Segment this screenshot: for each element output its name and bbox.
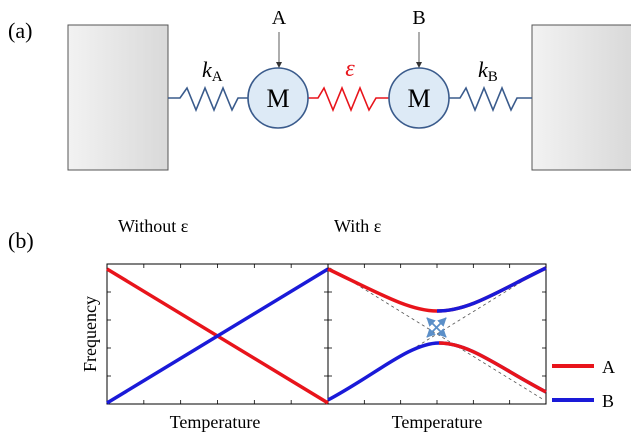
panel-a-label: (a) xyxy=(8,18,32,43)
left-series-b-line xyxy=(106,267,329,405)
pointer-a-arrowhead xyxy=(276,62,282,68)
right-lower-branch-red xyxy=(438,341,547,394)
mass-b-label: M xyxy=(407,84,430,113)
left-x-axis-label: Temperature xyxy=(170,412,261,432)
spring-epsilon xyxy=(308,85,390,113)
axis-ticks xyxy=(107,264,546,404)
right-plot-title: With ε xyxy=(334,216,382,236)
pointer-b-label: B xyxy=(412,7,425,29)
spring-kA-label: kA xyxy=(202,57,223,85)
spring-kB-label: kB xyxy=(478,57,498,85)
spring-kB xyxy=(449,85,532,113)
panel-b-label: (b) xyxy=(8,228,34,253)
mass-a-label: M xyxy=(266,84,289,113)
legend-label-b: B xyxy=(602,391,614,411)
left-plot-title: Without ε xyxy=(118,216,189,236)
right-wall xyxy=(531,24,631,171)
spring-epsilon-label: ε xyxy=(345,56,355,82)
gap-arrow-2 xyxy=(426,317,447,338)
pointer-b-arrowhead xyxy=(416,62,422,68)
right-upper-branch-blue xyxy=(436,266,547,313)
left-wall xyxy=(67,24,169,171)
mass-a xyxy=(247,67,309,129)
y-axis-label: Frequency xyxy=(80,296,100,372)
legend-label-a: A xyxy=(602,357,615,377)
right-x-axis-label: Temperature xyxy=(392,412,483,432)
pointer-a-label: A xyxy=(272,7,287,29)
spring-kA xyxy=(168,85,248,113)
